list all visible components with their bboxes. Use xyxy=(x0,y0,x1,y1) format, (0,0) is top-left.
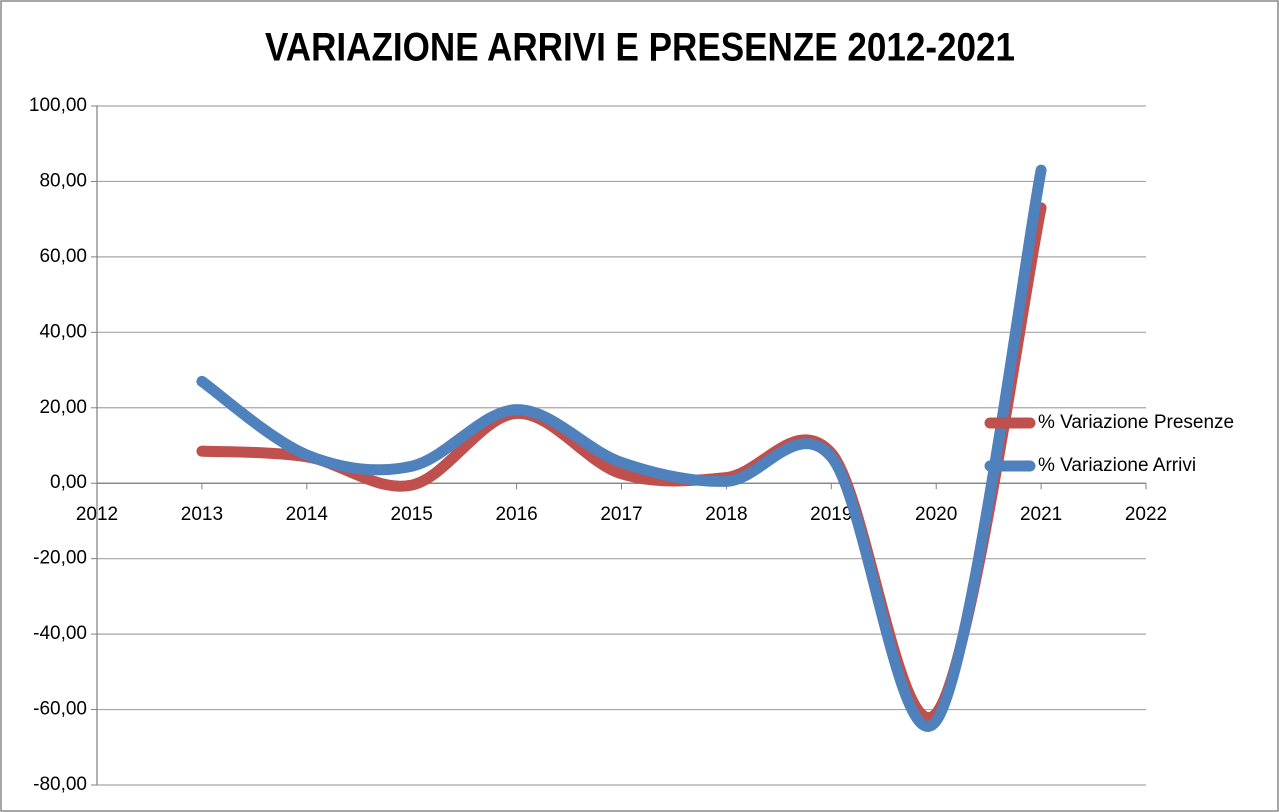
x-tick-label: 2013 xyxy=(181,504,223,525)
x-tick-label: 2012 xyxy=(76,504,118,525)
x-tick-label: 2015 xyxy=(391,504,433,525)
x-tick-label: 2017 xyxy=(600,504,642,525)
x-tick-label: 2021 xyxy=(1020,504,1062,525)
y-tick-label: 40,00 xyxy=(39,321,87,342)
y-tick-label: 60,00 xyxy=(39,246,87,267)
x-tick-label: 2020 xyxy=(915,504,957,525)
legend-label: % Variazione Presenze xyxy=(1038,412,1234,433)
x-tick-label: 2018 xyxy=(705,504,747,525)
y-tick-label: 20,00 xyxy=(39,397,87,418)
y-tick-label: 100,00 xyxy=(29,95,87,116)
series-line xyxy=(196,164,1047,732)
y-tick-label: -40,00 xyxy=(33,623,87,644)
legend-label: % Variazione Arrivi xyxy=(1038,455,1196,476)
x-tick-label: 2016 xyxy=(495,504,537,525)
y-tick-label: -60,00 xyxy=(33,699,87,720)
y-tick-label: -80,00 xyxy=(33,774,87,795)
chart-title: VARIAZIONE ARRIVI E PRESENZE 2012-2021 xyxy=(265,26,1015,70)
y-tick-label: 0,00 xyxy=(50,472,87,493)
y-tick-label: -20,00 xyxy=(33,548,87,569)
x-tick-label: 2014 xyxy=(286,504,329,525)
x-tick-label: 2019 xyxy=(810,504,852,525)
x-tick-label: 2022 xyxy=(1125,504,1167,525)
y-tick-label: 80,00 xyxy=(39,170,87,191)
